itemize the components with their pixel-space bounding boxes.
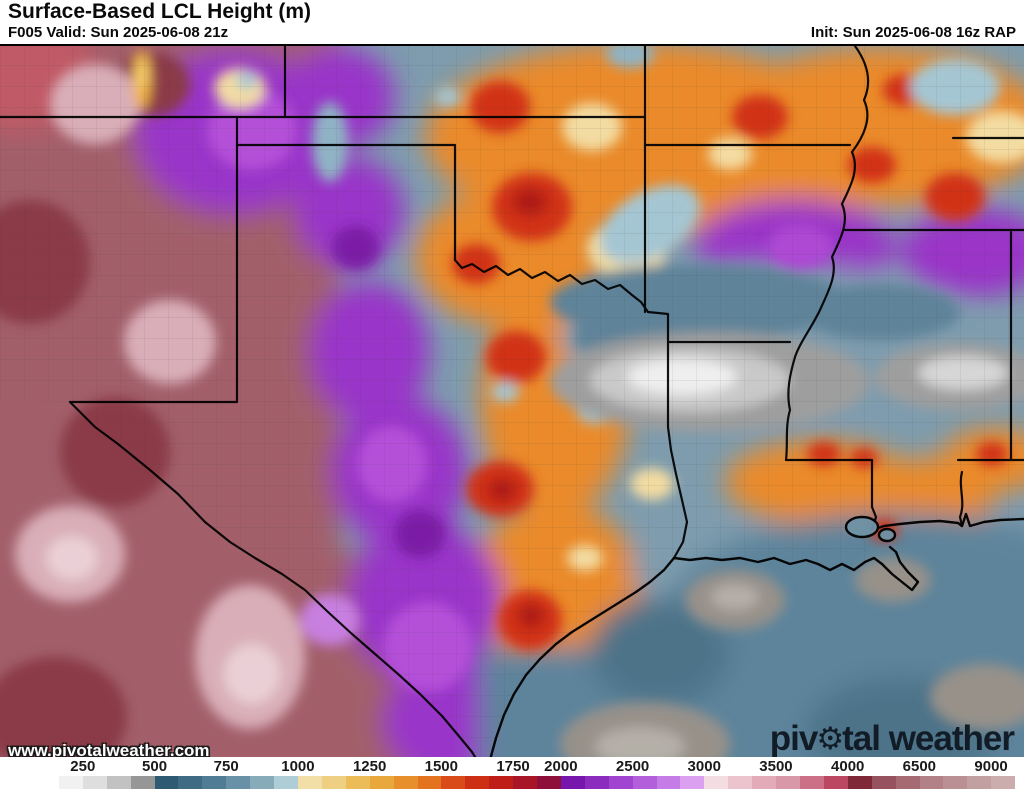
colorbar-tick-label: 250 xyxy=(70,758,96,775)
colorbar-cell xyxy=(202,776,227,789)
colorbar-cell xyxy=(465,776,490,789)
colorbar-cell xyxy=(871,776,896,789)
colorbar-tick-label: 750 xyxy=(213,758,239,775)
colorbar-cell xyxy=(704,776,729,789)
colorbar-cell xyxy=(82,776,107,789)
colorbar-tick-label: 2500 xyxy=(615,758,650,775)
colorbar-cells xyxy=(35,776,1016,789)
colorbar-cell xyxy=(752,776,777,789)
colorbar-cell xyxy=(608,776,633,789)
colorbar-cell xyxy=(489,776,514,789)
colorbar-cell xyxy=(943,776,968,789)
colorbar-cell xyxy=(250,776,275,789)
colorbar-cell xyxy=(35,776,59,789)
colorbar-cell xyxy=(967,776,992,789)
state-borders xyxy=(0,46,1024,759)
colorbar-cell xyxy=(776,776,800,789)
logo-text-piv: piv xyxy=(769,719,819,758)
colorbar-cell xyxy=(297,776,322,789)
colorbar-cell xyxy=(800,776,824,789)
init-time-label: Init: Sun 2025-06-08 16z RAP xyxy=(810,24,1016,41)
colorbar-cell xyxy=(345,776,370,789)
colorbar-cell xyxy=(393,776,418,789)
colorbar-cell xyxy=(441,776,466,789)
pivotal-weather-logo: piv ⚙ tal weather xyxy=(769,719,1015,759)
map-header: Surface-Based LCL Height (m) F005 Valid:… xyxy=(0,0,1024,44)
colorbar-tick-label: 2000 xyxy=(544,758,578,775)
colorbar-tick-label: 3000 xyxy=(687,758,721,775)
colorbar-cell xyxy=(632,776,657,789)
colorbar-cell xyxy=(895,776,920,789)
colorbar-cell xyxy=(728,776,753,789)
colorbar-cell xyxy=(417,776,442,789)
colorbar-cell xyxy=(537,776,561,789)
colorbar-tick-label: 500 xyxy=(142,758,168,775)
colorbar: 250 500 750 1000 1250 1500 1750 2000 2500 3000 350… xyxy=(0,757,1024,791)
weather-map: www.pivotalweather.com piv ⚙ tal weather xyxy=(0,44,1024,760)
page-title: Surface-Based LCL Height (m) xyxy=(8,0,311,23)
map-base xyxy=(0,46,1024,759)
watermark: www.pivotalweather.com xyxy=(8,741,210,760)
colorbar-tick-label: 6500 xyxy=(902,758,937,775)
colorbar-cell xyxy=(130,776,155,789)
colorbar-tick-label: 1750 xyxy=(496,758,530,775)
gear-icon: ⚙ xyxy=(816,720,844,757)
colorbar-tick-label: 1000 xyxy=(281,758,315,775)
colorbar-cell xyxy=(274,776,298,789)
lcl-height-map-graphic xyxy=(0,46,1024,759)
colorbar-cell xyxy=(513,776,538,789)
colorbar-cell xyxy=(321,776,346,789)
colorbar-cell xyxy=(178,776,203,789)
colorbar-cell xyxy=(991,776,1016,789)
colorbar-cell xyxy=(560,776,585,789)
colorbar-cell xyxy=(106,776,131,789)
colorbar-tick-label: 4000 xyxy=(831,758,865,775)
colorbar-cell xyxy=(154,776,179,789)
colorbar-cell xyxy=(369,776,394,789)
colorbar-cell xyxy=(656,776,681,789)
colorbar-cell xyxy=(919,776,944,789)
valid-time-label: F005 Valid: Sun 2025-06-08 21z xyxy=(8,24,229,41)
colorbar-cell xyxy=(680,776,705,789)
colorbar-tick-label: 1500 xyxy=(424,758,458,775)
logo-text-tal-weather: tal weather xyxy=(842,719,1015,758)
coastline xyxy=(489,512,1024,759)
colorbar-cell xyxy=(847,776,872,789)
county-lines xyxy=(0,46,1024,759)
colorbar-tick-label: 9000 xyxy=(974,758,1008,775)
colorbar-cell xyxy=(584,776,609,789)
colorbar-tick-label: 3500 xyxy=(759,758,793,775)
colorbar-cell xyxy=(823,776,848,789)
colorbar-cell xyxy=(58,776,83,789)
colorbar-cell xyxy=(226,776,251,789)
colorbar-ticks: 250 500 750 1000 1250 1500 1750 2000 2500 3000 350… xyxy=(0,757,1024,775)
colorbar-tick-label: 1250 xyxy=(352,758,387,775)
